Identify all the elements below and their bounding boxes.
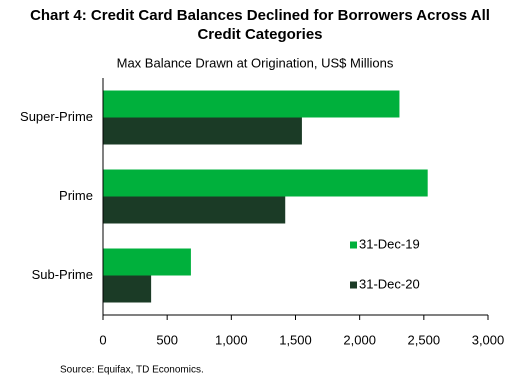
bar <box>103 90 400 118</box>
legend-swatch <box>350 241 357 249</box>
y-tick-label: Prime <box>59 188 93 203</box>
x-tick-label: 1,500 <box>279 332 312 347</box>
x-tick-label: 500 <box>156 332 178 347</box>
x-tick-label: 1,000 <box>215 332 248 347</box>
bar <box>103 248 191 276</box>
source: Source: Equifax, TD Economics. <box>60 365 204 376</box>
bar <box>103 275 152 303</box>
chart-title: Chart 4: Credit Card Balances Declined f… <box>30 7 490 43</box>
x-tick-label: 2,000 <box>343 332 376 347</box>
chart-subtitle: Max Balance Drawn at Origination, US$ Mi… <box>117 55 394 70</box>
legend-swatch <box>350 281 357 289</box>
legend-label: 31-Dec-19 <box>359 236 420 251</box>
legend-label: 31-Dec-20 <box>359 276 420 291</box>
bar <box>103 117 302 145</box>
x-tick-label: 2,500 <box>408 332 441 347</box>
y-tick-label: Sub-Prime <box>32 267 93 282</box>
x-tick-label: 0 <box>99 332 106 347</box>
x-tick-label: 3,000 <box>472 332 505 347</box>
bar <box>103 196 286 224</box>
y-tick-label: Super-Prime <box>20 109 93 124</box>
bar <box>103 169 428 197</box>
